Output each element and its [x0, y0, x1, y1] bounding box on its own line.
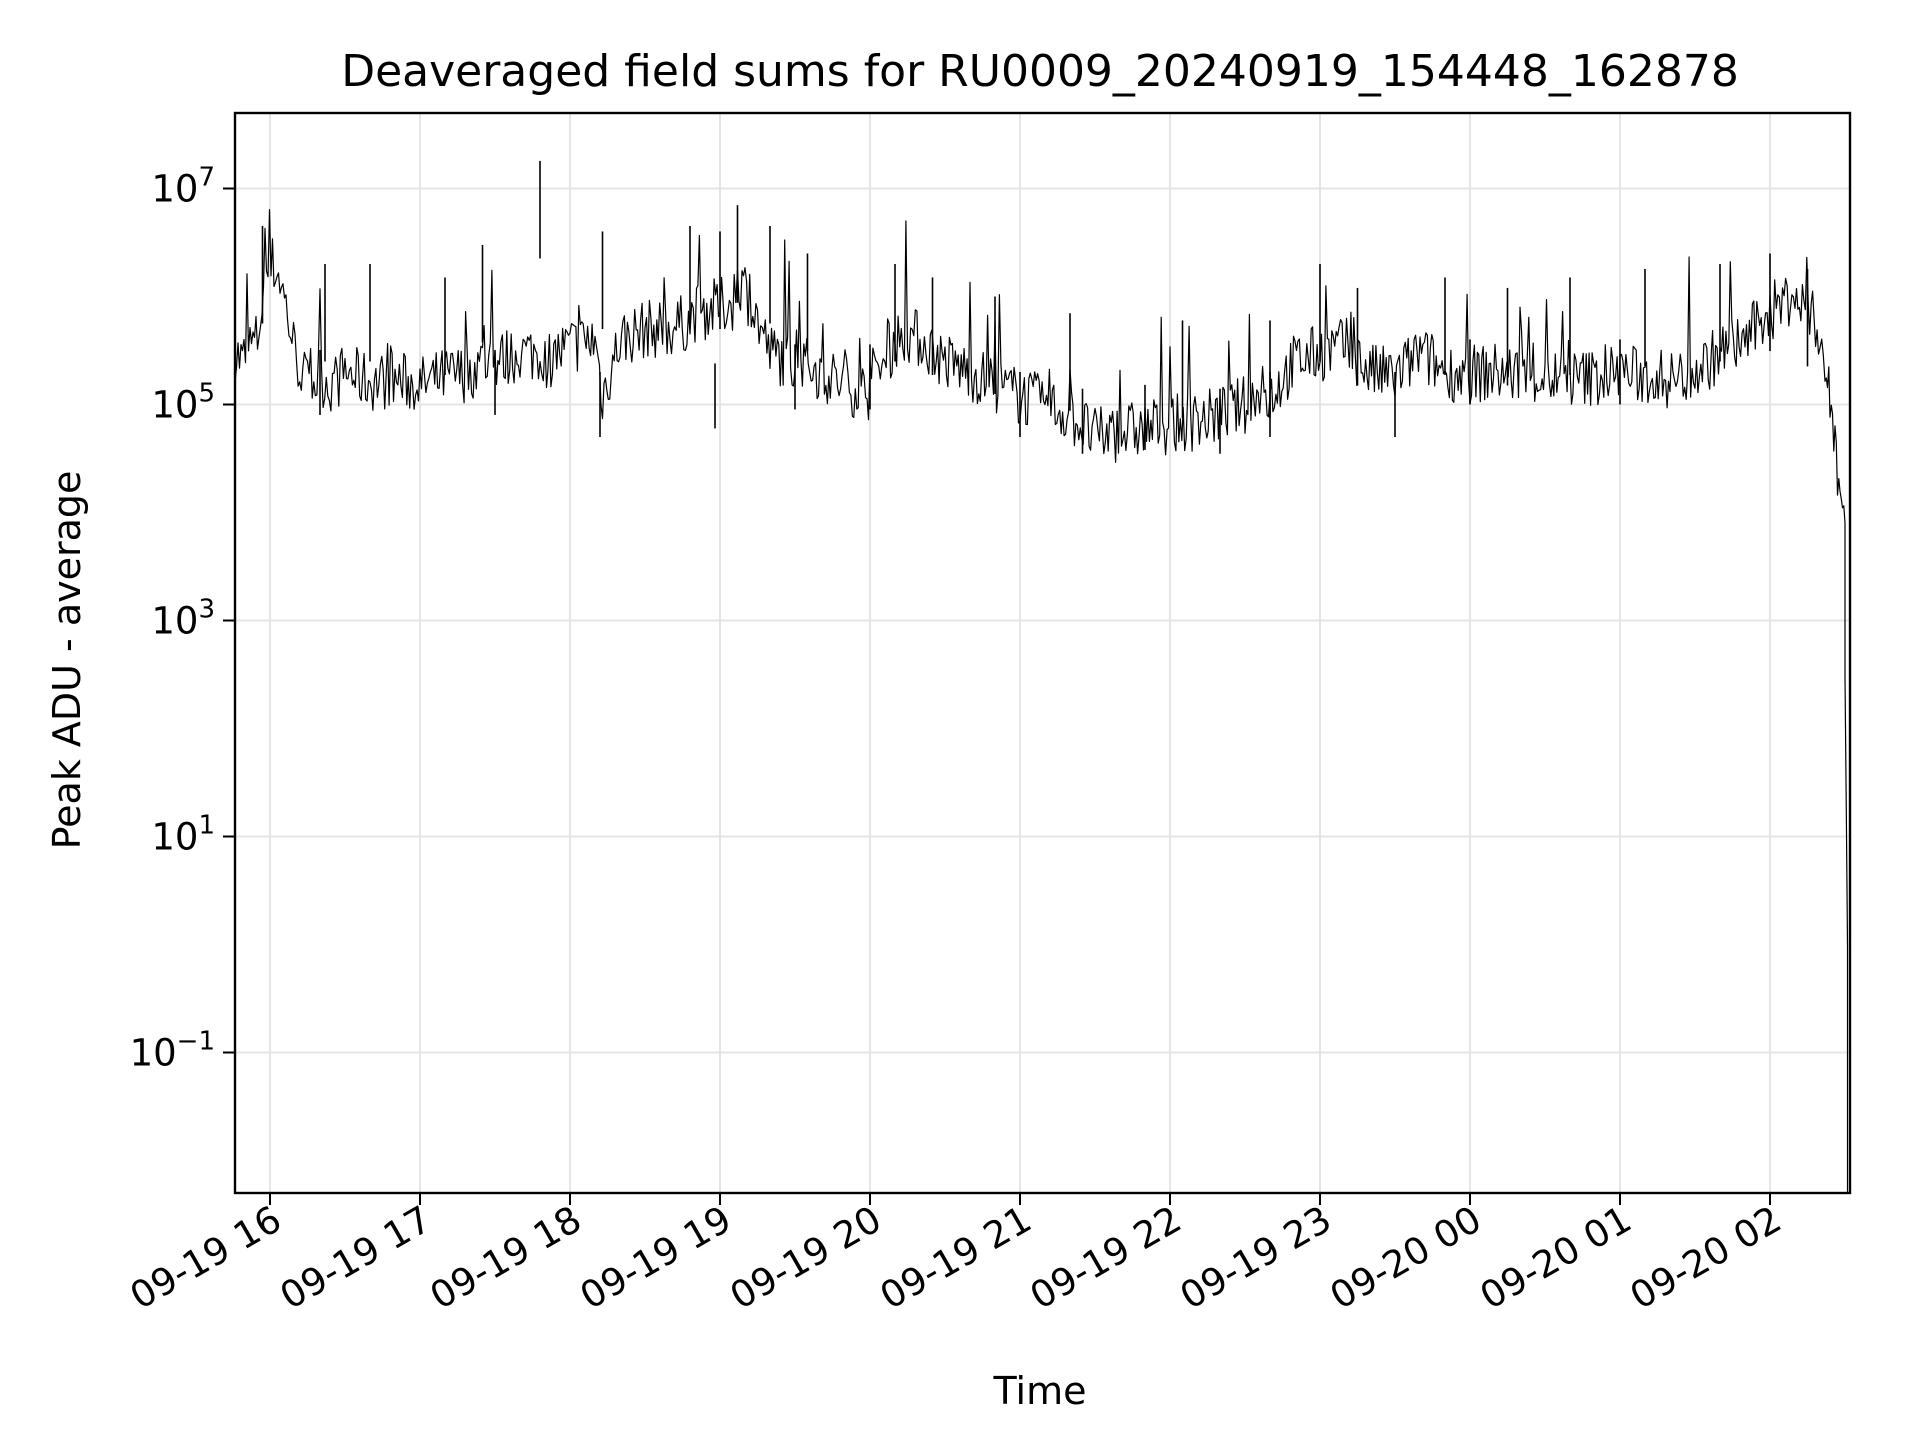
y-tick-exponent: −1	[177, 1026, 215, 1056]
y-tick-label: 105	[151, 378, 215, 426]
y-tick-exponent: 5	[198, 378, 215, 408]
y-tick-label: 101	[151, 810, 215, 858]
axes-frame	[233, 111, 1852, 1195]
y-tick-base: 10	[151, 599, 198, 642]
y-tick-label: 10−1	[130, 1026, 215, 1074]
y-tick-exponent: 1	[198, 810, 215, 840]
y-tick-exponent: 7	[198, 162, 215, 192]
y-tick-base: 10	[151, 815, 198, 858]
y-tick-base: 10	[151, 383, 198, 426]
y-tick-base: 10	[130, 1031, 177, 1074]
chart-title: Deaveraged field sums for RU0009_2024091…	[341, 46, 1739, 97]
y-tick-exponent: 3	[198, 594, 215, 624]
series-line	[234, 160, 1849, 1193]
series-polyline	[234, 209, 1849, 1193]
y-tick-base: 10	[151, 167, 198, 210]
y-tick-label: 107	[151, 162, 215, 210]
y-tick-label: 103	[151, 594, 215, 642]
y-axis-label: Peak ADU - average	[45, 471, 89, 850]
x-axis-label: Time	[993, 1369, 1087, 1413]
